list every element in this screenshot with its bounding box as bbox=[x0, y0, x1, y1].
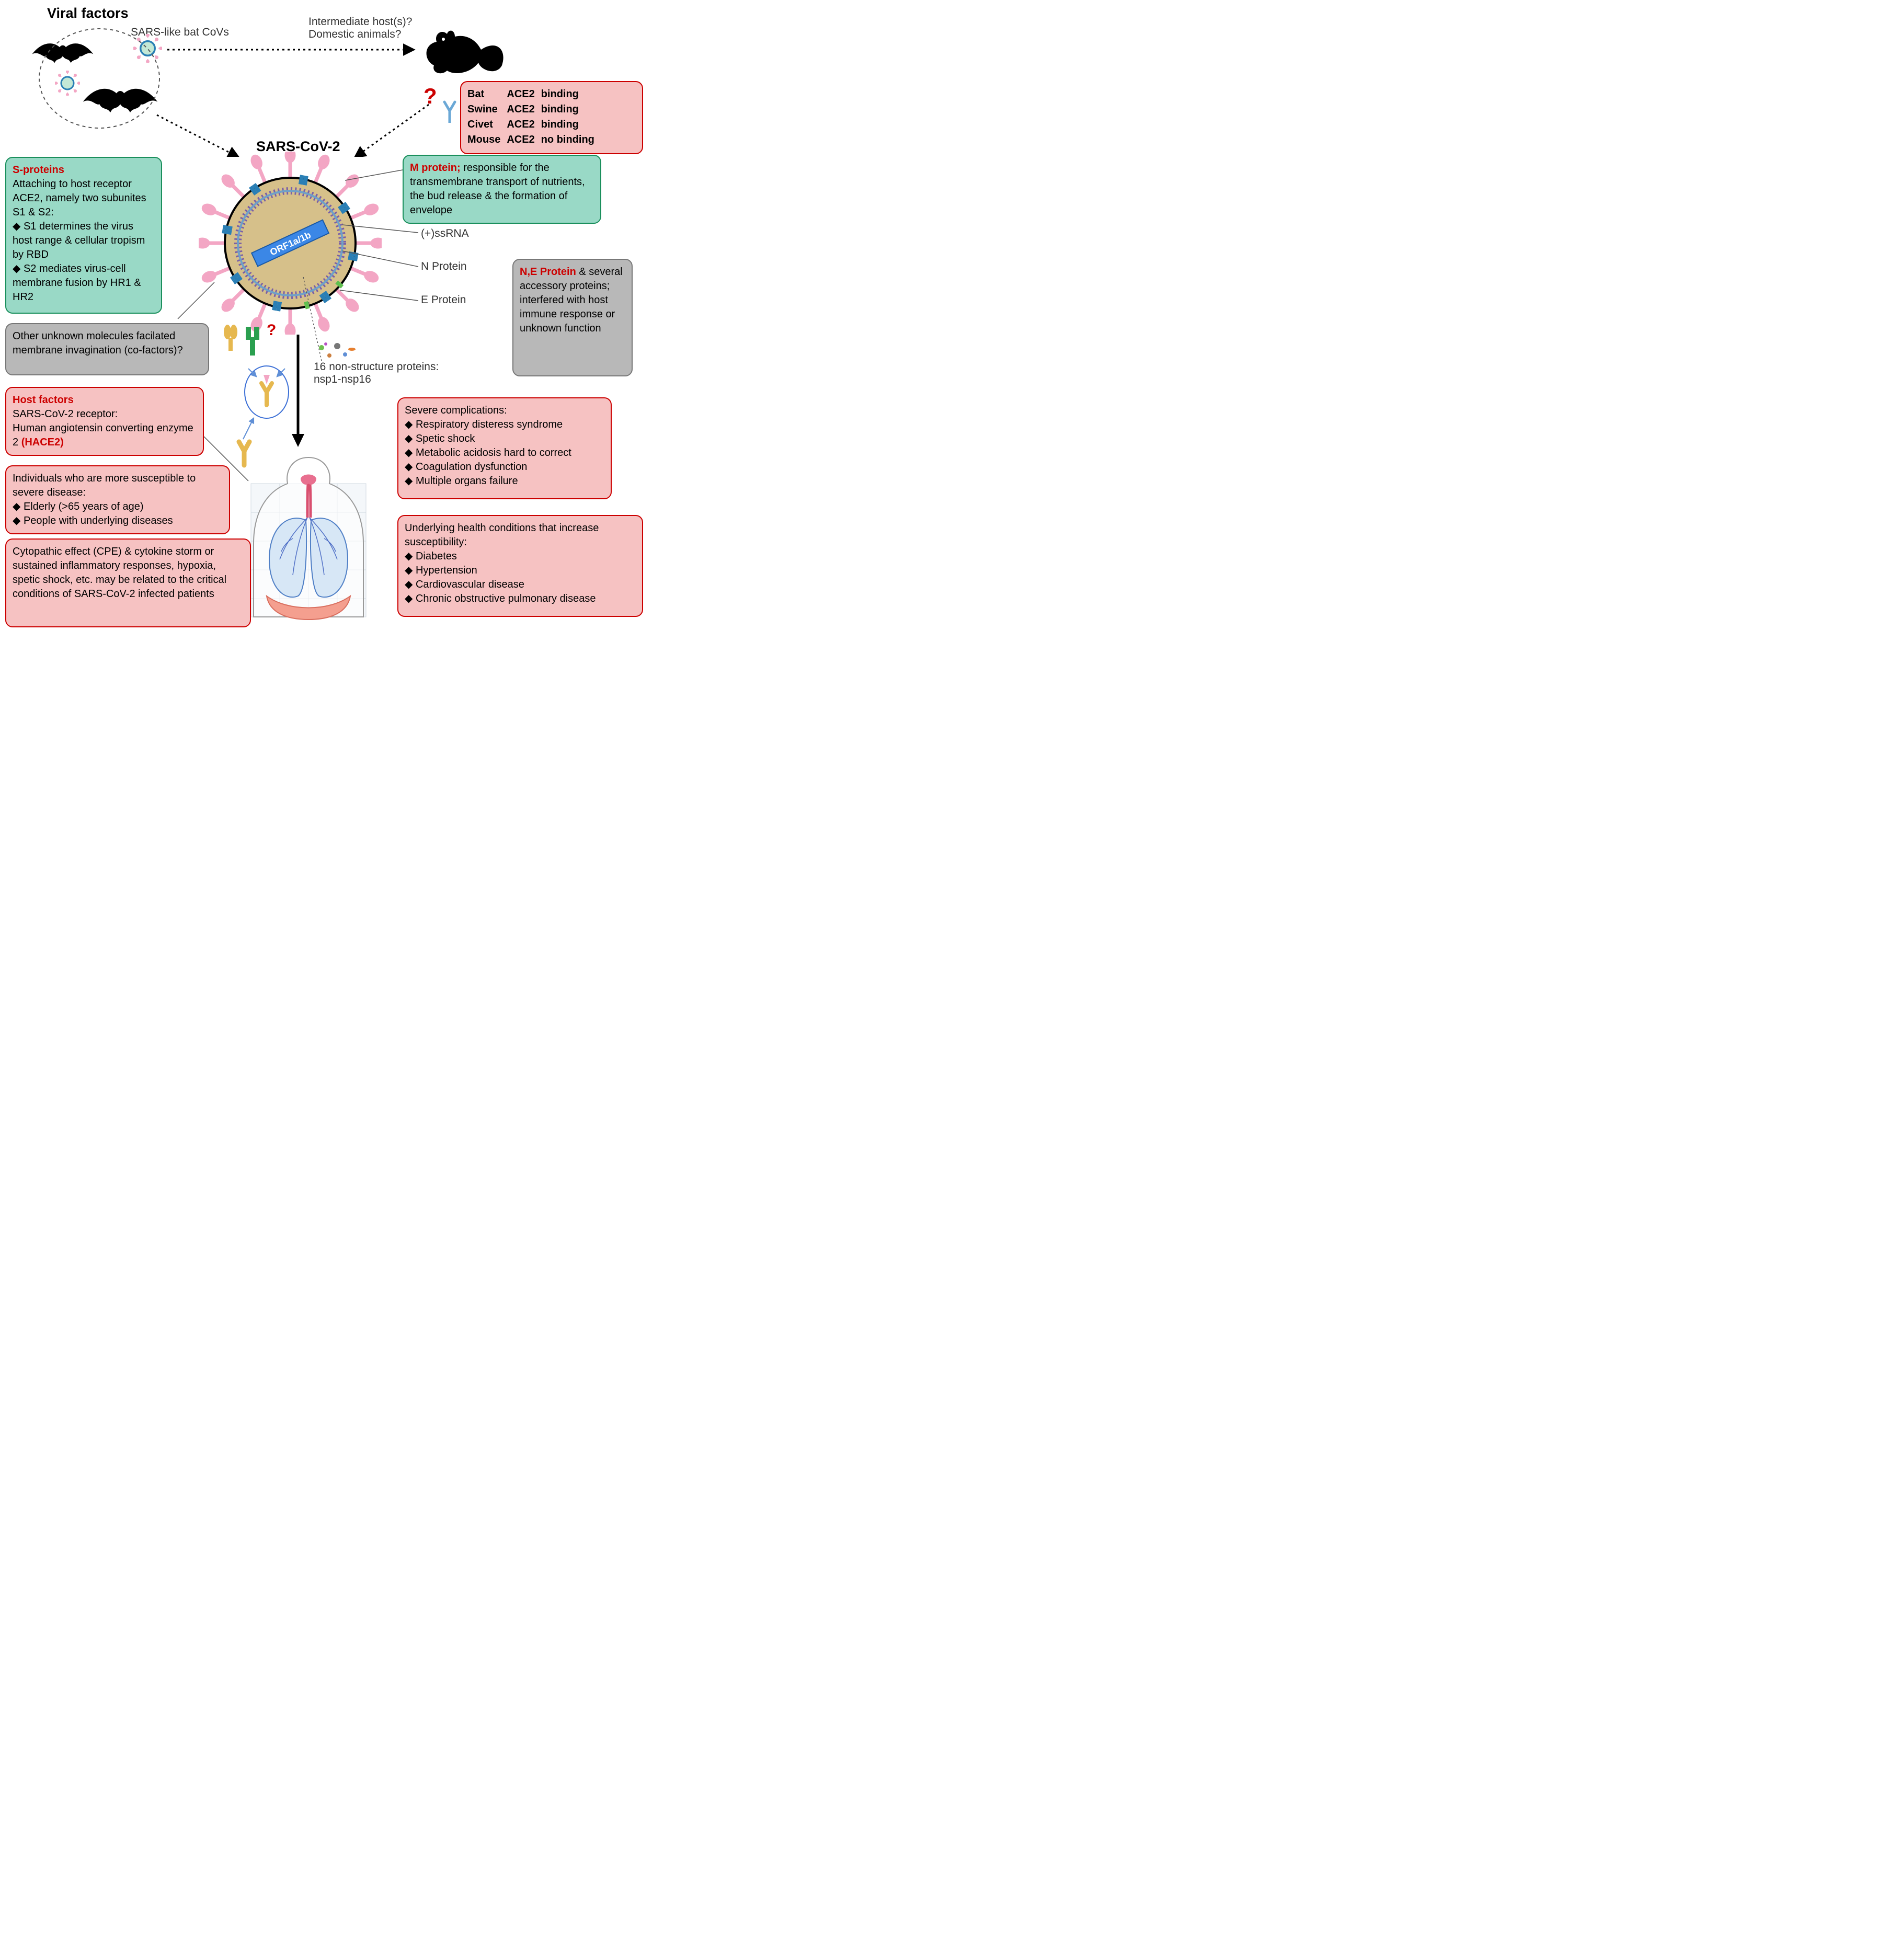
host-factors-box: Host factors SARS-CoV-2 receptor: Human … bbox=[5, 387, 204, 456]
complications-box: Severe complications: Respiratory dister… bbox=[397, 397, 612, 499]
cpe-box: Cytopathic effect (CPE) & cytokine storm… bbox=[5, 538, 251, 627]
ace2-binding-table: BatACE2bindingSwineACE2bindingCivetACE2b… bbox=[467, 87, 601, 148]
susceptible-body: Individuals who are more susceptible to … bbox=[13, 473, 196, 498]
cofactors-body: Other unknown molecules facilated membra… bbox=[13, 330, 183, 356]
host-factors-title: Host factors bbox=[13, 394, 74, 406]
underlying-body: Underlying health conditions that increa… bbox=[405, 522, 599, 548]
diagram-canvas: Viral factors SARS-like bat CoVs Interme… bbox=[0, 0, 669, 690]
complications-list: Respiratory disteress syndromeSpetic sho… bbox=[405, 418, 604, 488]
susceptible-box: Individuals who are more susceptible to … bbox=[5, 465, 230, 534]
host-factors-line1: SARS-CoV-2 receptor: bbox=[13, 408, 118, 420]
cofactors-box: Other unknown molecules facilated membra… bbox=[5, 323, 209, 375]
ne-protein-box: N,E Protein & several accessory proteins… bbox=[512, 259, 633, 376]
s-proteins-list: S1 determines the virus host range & cel… bbox=[13, 220, 155, 304]
underlying-list: DiabetesHypertensionCardiovascular disea… bbox=[405, 549, 636, 606]
ne-protein-title: N,E Protein bbox=[520, 266, 576, 278]
underlying-box: Underlying health conditions that increa… bbox=[397, 515, 643, 617]
s-proteins-title: S-proteins bbox=[13, 164, 64, 176]
s-proteins-body: Attaching to host receptor ACE2, namely … bbox=[13, 178, 146, 218]
cpe-body: Cytopathic effect (CPE) & cytokine storm… bbox=[13, 546, 226, 600]
ace2-binding-box: BatACE2bindingSwineACE2bindingCivetACE2b… bbox=[460, 81, 643, 154]
susceptible-list: Elderly (>65 years of age)People with un… bbox=[13, 500, 223, 528]
complications-body: Severe complications: bbox=[405, 405, 507, 416]
s-proteins-box: S-proteins Attaching to host receptor AC… bbox=[5, 157, 162, 314]
hace2-label: (HACE2) bbox=[21, 437, 64, 448]
m-protein-title: M protein; bbox=[410, 162, 461, 174]
m-protein-box: M protein; responsible for the transmemb… bbox=[403, 155, 601, 224]
